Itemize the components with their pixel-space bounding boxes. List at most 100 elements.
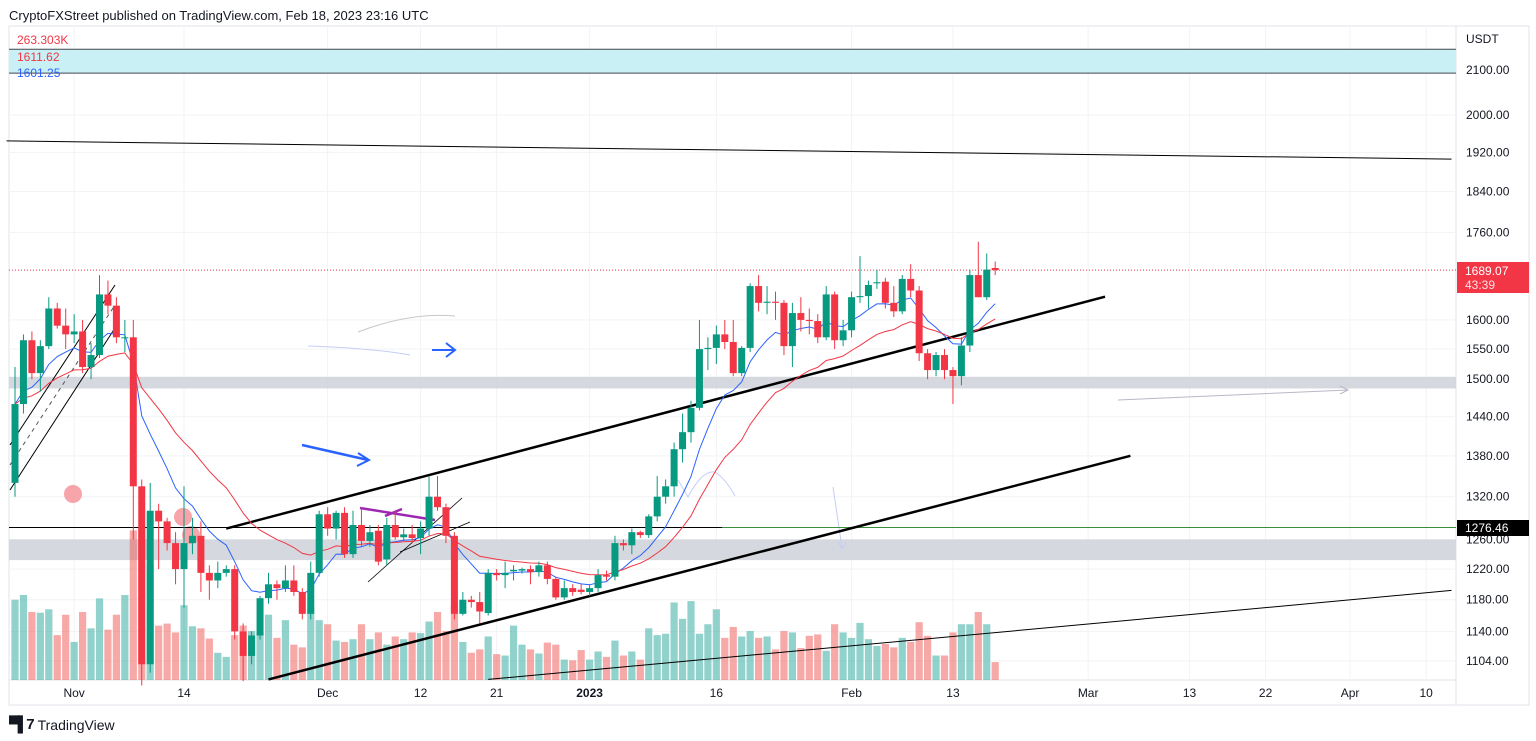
candle-body bbox=[476, 602, 484, 612]
volume-bar bbox=[814, 634, 822, 680]
candle-body bbox=[493, 572, 501, 576]
time-tick-label: Nov bbox=[63, 686, 84, 700]
candle-body bbox=[704, 347, 712, 350]
candle-body bbox=[298, 591, 306, 614]
volume-bar bbox=[645, 628, 653, 680]
candle-body bbox=[577, 589, 585, 592]
trendline bbox=[268, 454, 1131, 681]
volume-bar bbox=[315, 620, 323, 680]
volume-bar bbox=[577, 650, 585, 680]
candle-body bbox=[366, 532, 374, 541]
volume-bar bbox=[366, 639, 374, 680]
volume-bar bbox=[28, 612, 36, 680]
ema-21-line bbox=[14, 318, 996, 576]
zone-box bbox=[9, 49, 1456, 74]
volume-bar bbox=[957, 624, 965, 680]
candle-body bbox=[552, 578, 560, 598]
candle-body bbox=[670, 449, 678, 487]
volume-bar bbox=[678, 618, 687, 680]
candle-body bbox=[755, 286, 763, 303]
volume-bar bbox=[307, 608, 315, 680]
candle-body bbox=[374, 530, 382, 562]
volume-bar bbox=[535, 653, 543, 680]
volume-bar bbox=[822, 650, 830, 680]
candle-body bbox=[848, 297, 856, 331]
candle-body bbox=[991, 267, 999, 271]
volume-bar bbox=[856, 622, 864, 680]
candle-body bbox=[450, 535, 458, 614]
candle-body bbox=[611, 543, 619, 577]
volume-bar bbox=[349, 639, 357, 680]
candle-body bbox=[941, 355, 948, 371]
candle-body bbox=[924, 353, 932, 371]
candle-body bbox=[983, 269, 991, 298]
volume-bar bbox=[53, 635, 61, 680]
candle-body bbox=[112, 305, 120, 338]
purple-line bbox=[359, 506, 436, 522]
candle-body bbox=[290, 580, 298, 592]
volume-bar bbox=[890, 647, 898, 680]
candle-body bbox=[400, 534, 408, 538]
candle-body bbox=[19, 340, 27, 405]
volume-bar bbox=[932, 655, 940, 680]
candle-body bbox=[805, 319, 813, 322]
arrow-icon bbox=[301, 443, 369, 462]
volume-bar bbox=[560, 659, 568, 680]
volume-bar bbox=[974, 612, 982, 680]
time-tick-label: Apr bbox=[1341, 686, 1360, 700]
volume-bar bbox=[940, 655, 949, 680]
candle-body bbox=[163, 521, 171, 544]
candle-body bbox=[349, 524, 357, 555]
candle-body bbox=[129, 337, 137, 487]
price-tick-label: 1104.00 bbox=[1466, 654, 1509, 668]
candle-body bbox=[780, 302, 788, 347]
arrow-icon bbox=[832, 486, 847, 551]
price-tick-label: 1500.00 bbox=[1466, 372, 1510, 386]
volume-bar bbox=[357, 624, 366, 680]
volume-bar bbox=[332, 640, 340, 680]
candle-body bbox=[687, 407, 695, 433]
volume-bar bbox=[670, 602, 678, 680]
candle-body bbox=[70, 331, 78, 335]
volume-bar bbox=[222, 656, 230, 680]
candle-body bbox=[36, 346, 44, 374]
volume-bar bbox=[171, 632, 180, 680]
curve-drawing bbox=[677, 471, 736, 499]
volume-bar bbox=[569, 660, 577, 680]
arrow-icon bbox=[432, 342, 457, 358]
volume-bar bbox=[949, 632, 957, 680]
candle-body bbox=[146, 510, 154, 665]
price-tick-label: 1180.00 bbox=[1466, 593, 1509, 607]
volume-bar bbox=[839, 632, 847, 680]
marker-circle bbox=[64, 485, 82, 503]
volume-bar bbox=[205, 638, 213, 680]
candle-body bbox=[839, 330, 847, 341]
tradingview-brand[interactable]: ▀▌7 TradingView bbox=[9, 716, 115, 733]
price-tick-label: 1320.00 bbox=[1466, 490, 1510, 504]
volume-bar bbox=[712, 609, 720, 680]
volume-bar bbox=[780, 631, 788, 680]
volume-bar bbox=[442, 631, 450, 680]
volume-bar bbox=[214, 652, 222, 680]
volume-bar bbox=[552, 644, 560, 680]
candle-body bbox=[45, 308, 53, 347]
last-price: 1689.07 bbox=[1465, 264, 1509, 278]
volume-bar bbox=[188, 626, 197, 680]
candle-body bbox=[341, 512, 349, 555]
volume-bar bbox=[881, 643, 889, 680]
candle-body bbox=[96, 294, 103, 356]
candle-body bbox=[155, 510, 163, 522]
price-tick-label: 1920.00 bbox=[1466, 145, 1510, 159]
candle-body bbox=[695, 349, 703, 408]
candle-body bbox=[459, 599, 467, 614]
volume-bars bbox=[11, 527, 999, 680]
volume-bar bbox=[763, 636, 771, 680]
volume-bar bbox=[924, 635, 932, 680]
volume-bar bbox=[805, 635, 813, 680]
volume-bar bbox=[112, 614, 120, 680]
volume-bar bbox=[104, 629, 112, 680]
volume-bar bbox=[771, 649, 780, 680]
volume-bar bbox=[797, 648, 805, 680]
time-tick-label: Mar bbox=[1078, 686, 1099, 700]
